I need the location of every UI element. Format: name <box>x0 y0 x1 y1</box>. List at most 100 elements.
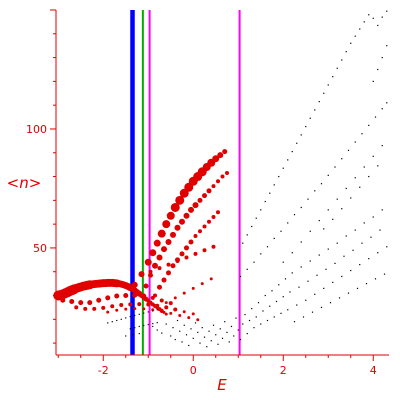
black-point <box>314 293 316 295</box>
black-point <box>323 228 325 230</box>
black-point <box>156 322 158 324</box>
red-point <box>202 224 207 229</box>
black-point <box>354 141 356 143</box>
black-point <box>377 165 379 167</box>
black-point <box>138 313 140 315</box>
black-point <box>381 56 383 59</box>
red-point <box>149 249 157 257</box>
red-point <box>179 218 185 225</box>
black-point <box>183 324 185 326</box>
red-point <box>153 293 157 298</box>
black-point <box>372 17 374 19</box>
black-point <box>359 186 361 188</box>
black-point <box>291 252 293 254</box>
red-point <box>114 293 120 299</box>
red-point <box>132 292 138 298</box>
black-point <box>269 305 271 307</box>
red-point <box>101 305 106 310</box>
black-point <box>203 336 206 338</box>
red-point <box>217 152 224 159</box>
black-point <box>165 323 167 325</box>
red-point <box>191 286 195 290</box>
black-point <box>305 125 307 128</box>
x-axis-label: E <box>217 376 227 394</box>
black-point <box>327 248 329 250</box>
black-point <box>280 312 282 314</box>
black-point <box>190 328 192 330</box>
black-point <box>350 42 352 44</box>
black-point <box>251 225 253 228</box>
black-point <box>221 337 224 339</box>
black-point <box>131 334 134 336</box>
black-point <box>143 312 145 314</box>
black-point <box>350 197 352 199</box>
black-point <box>329 302 332 304</box>
red-point <box>165 238 172 245</box>
black-point <box>296 304 298 306</box>
black-point <box>174 338 176 341</box>
red-point <box>157 284 162 290</box>
red-point <box>193 234 198 239</box>
black-point <box>147 311 149 313</box>
black-point <box>372 155 374 157</box>
black-point <box>264 200 266 203</box>
black-point <box>386 246 388 248</box>
red-point <box>179 251 185 257</box>
black-point <box>336 242 338 244</box>
red-point <box>78 300 84 306</box>
black-point <box>120 318 122 320</box>
black-point <box>147 323 149 326</box>
red-point <box>178 314 182 318</box>
black-point <box>134 327 136 329</box>
red-point <box>164 305 169 310</box>
red-point <box>182 291 186 295</box>
red-point <box>169 311 173 315</box>
red-point <box>137 302 142 307</box>
red-point <box>197 197 203 203</box>
black-point <box>262 310 264 312</box>
red-point <box>202 248 207 253</box>
red-point <box>206 188 212 194</box>
black-point <box>327 209 329 211</box>
black-point <box>345 51 347 53</box>
red-point <box>166 211 175 220</box>
black-point <box>134 314 136 317</box>
black-point <box>386 102 388 104</box>
black-point <box>210 340 212 342</box>
black-point <box>293 321 296 323</box>
red-point <box>184 245 189 251</box>
red-point <box>192 202 199 209</box>
black-point <box>188 344 190 347</box>
red-point <box>182 310 186 314</box>
black-point <box>287 309 289 311</box>
black-point <box>343 255 345 257</box>
black-point <box>152 322 154 325</box>
black-point <box>300 241 302 243</box>
black-point <box>314 190 316 192</box>
black-point <box>107 322 109 324</box>
black-point <box>374 278 377 280</box>
black-point <box>311 311 314 313</box>
black-point <box>363 222 365 224</box>
black-point <box>230 325 233 328</box>
red-point <box>162 310 166 314</box>
black-point <box>336 67 338 69</box>
black-point <box>266 246 269 248</box>
red-point <box>96 297 102 303</box>
red-point <box>133 307 137 311</box>
black-point <box>255 217 257 219</box>
red-point <box>168 301 173 306</box>
red-point <box>124 307 128 311</box>
black-point <box>206 346 208 348</box>
black-point <box>318 101 320 103</box>
ticks: -2 0 2 4 50 100 <box>26 9 377 377</box>
black-point <box>129 328 131 330</box>
black-point <box>260 209 262 211</box>
black-point <box>372 80 374 82</box>
black-point <box>347 149 350 151</box>
black-point <box>125 317 127 319</box>
black-point <box>316 274 318 276</box>
black-point <box>260 323 262 325</box>
black-point <box>352 249 354 251</box>
black-point <box>284 278 287 280</box>
